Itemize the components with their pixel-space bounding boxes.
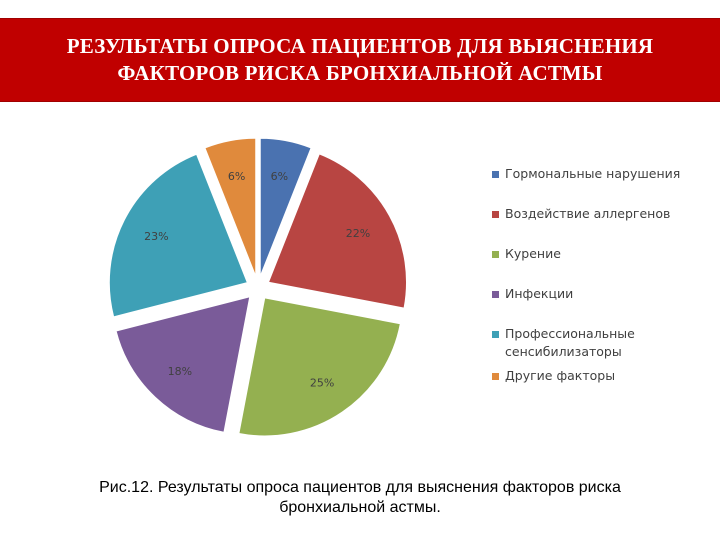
caption-text: Рис.12. Результаты опроса пациентов для … [99, 479, 621, 516]
legend-item-5: Профессиональные сенсибилизаторы [492, 326, 635, 359]
data-label-5: 23% [144, 230, 168, 243]
data-label-4: 18% [168, 365, 192, 378]
legend-item-2: Воздействие аллергенов [492, 206, 670, 221]
pie-slice-1 [259, 137, 312, 277]
data-label-3: 25% [310, 376, 334, 389]
legend-label: Курение [505, 246, 561, 261]
legend-label: сенсибилизаторы [505, 344, 622, 359]
legend-swatch [492, 251, 499, 258]
page-title: РЕЗУЛЬТАТЫ ОПРОСА ПАЦИЕНТОВ ДЛЯ ВЫЯСНЕНИ… [66, 34, 654, 85]
legend-label: Инфекции [505, 286, 573, 301]
data-label-1: 6% [271, 170, 288, 183]
pie-slice-3 [238, 297, 401, 437]
title-banner: РЕЗУЛЬТАТЫ ОПРОСА ПАЦИЕНТОВ ДЛЯ ВЫЯСНЕНИ… [0, 18, 720, 102]
legend-swatch [492, 171, 499, 178]
pie-slice-4 [115, 296, 251, 433]
legend-swatch [492, 291, 499, 298]
data-label-2: 22% [346, 227, 370, 240]
data-label-6: 6% [228, 170, 245, 183]
pie-slices [108, 137, 407, 437]
pie-slice-5 [108, 153, 248, 318]
legend-swatch [492, 373, 499, 380]
pie-labels: 6% 22% 25% 18% 23% 6% [144, 170, 370, 389]
legend-swatch [492, 211, 499, 218]
legend-label: Профессиональные [505, 326, 635, 341]
legend-swatch [492, 331, 499, 338]
legend-item-6: Другие факторы [492, 368, 615, 383]
chart-legend: Гормональные нарушения Воздействие аллерг… [492, 166, 680, 383]
pie-slice-6 [204, 137, 257, 277]
legend-item-3: Курение [492, 246, 561, 261]
legend-item-1: Гормональные нарушения [492, 166, 680, 181]
pie-slice-2 [267, 153, 407, 309]
legend-item-4: Инфекции [492, 286, 573, 301]
figure-caption: Рис.12. Результаты опроса пациентов для … [40, 478, 680, 518]
legend-label: Другие факторы [505, 368, 615, 383]
legend-label: Гормональные нарушения [505, 166, 680, 181]
legend-label: Воздействие аллергенов [505, 206, 670, 221]
